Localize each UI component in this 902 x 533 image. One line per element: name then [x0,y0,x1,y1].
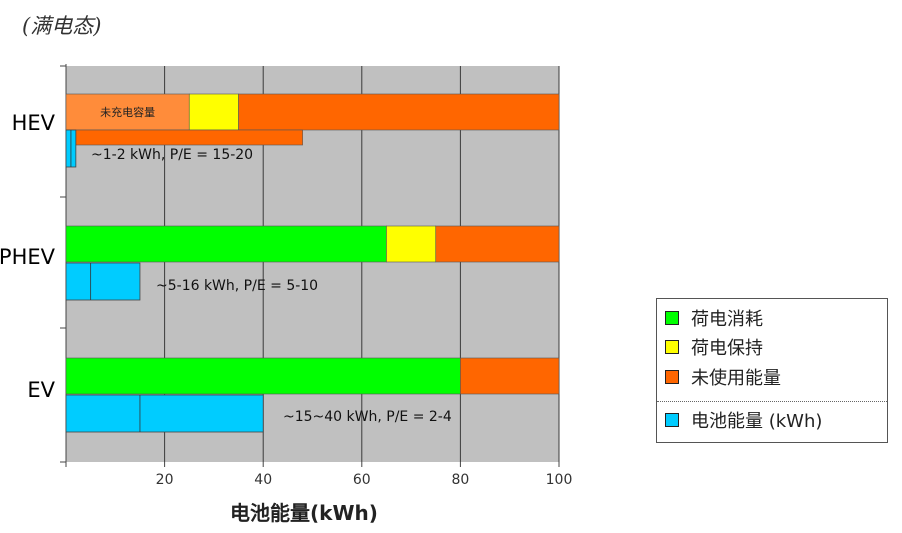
legend-item-charge-sustaining: 荷电保持 [665,336,763,359]
bar-segment-unused-lower [65,129,303,146]
chart-subtitle: (满电态) [22,14,102,38]
x-tick-label: 100 [546,472,573,488]
bar-segment-charge-depleting [65,357,461,395]
x-tick-label: 60 [353,472,371,488]
category-label-hev: HEV [12,111,56,135]
battery-annotation: ~5-16 kWh, P/E = 5-10 [156,278,318,294]
legend-swatch-yellow [665,340,679,354]
bar-segment-charge-sustaining [188,93,239,131]
x-axis-label: 电池能量(kWh) [230,501,378,525]
bar-segment-charge-depleting [65,225,387,263]
bar-segment-unused [460,357,560,395]
battery-annotation: ~1-2 kWh, P/E = 15-20 [91,147,253,163]
legend-swatch-green [665,311,679,325]
battery-annotation: ~15~40 kWh, P/E = 2-4 [283,409,452,425]
bar-segment-unused [435,225,560,263]
bar-segment-unused [238,93,560,131]
legend-item-charge-depleting: 荷电消耗 [665,307,763,330]
category-label-phev: PHEV [0,245,56,269]
legend-swatch-orange [665,370,679,384]
battery-energy-bar [65,262,141,301]
x-tick-label: 80 [451,472,469,488]
battery-energy-bar [65,394,264,433]
legend-divider [657,401,887,402]
legend-swatch-blue [665,413,679,427]
legend-label: 电池能量 (kWh) [691,411,823,432]
legend-item-battery-energy: 电池能量 (kWh) [665,409,823,432]
legend-label: 未使用能量 [691,368,781,389]
uncharged-capacity-label: 未充电容量 [100,105,155,119]
legend-item-unused: 未使用能量 [665,366,781,389]
legend-label: 荷电保持 [691,338,763,359]
legend-label: 荷电消耗 [691,309,763,330]
x-tick-label: 40 [254,472,272,488]
bar-segment-charge-sustaining [386,225,437,263]
x-tick-label: 20 [156,472,174,488]
legend: 荷电消耗 荷电保持 未使用能量 电池能量 (kWh) [656,298,888,443]
category-label-ev: EV [27,378,55,402]
